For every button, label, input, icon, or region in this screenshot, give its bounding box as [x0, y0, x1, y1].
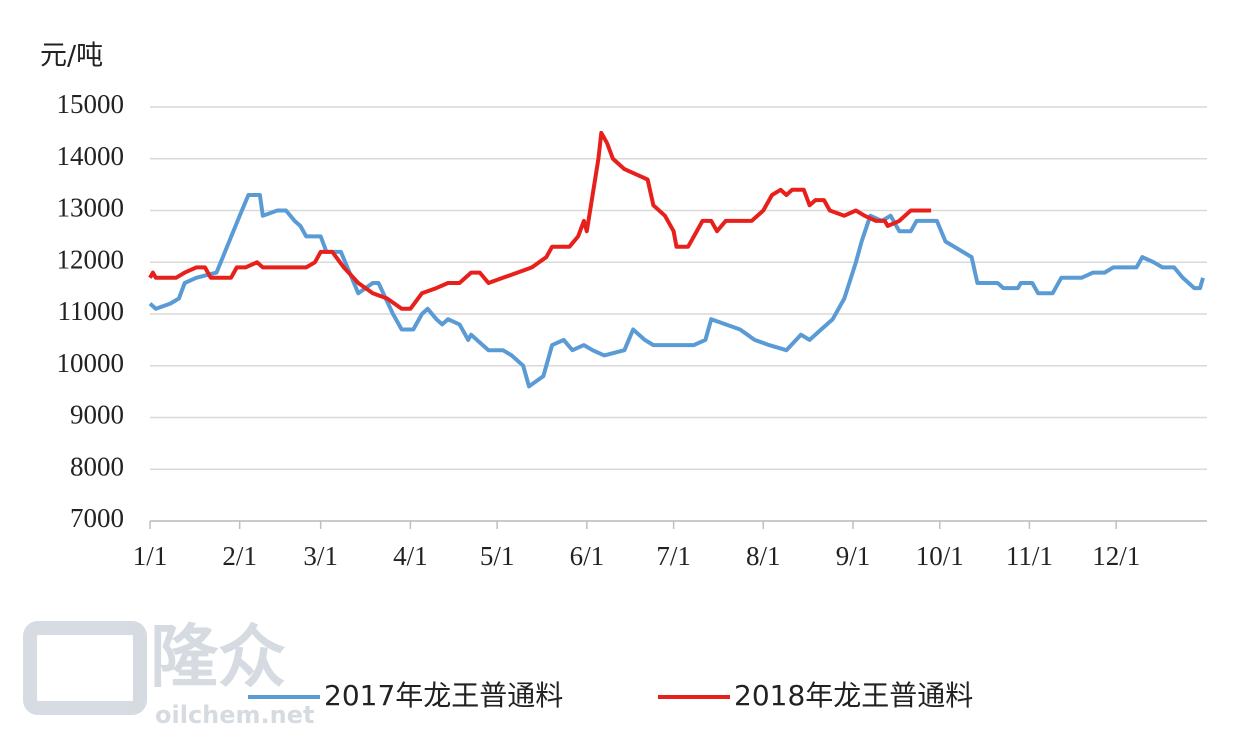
series-line — [148, 130, 932, 311]
y-tick-label: 12000 — [57, 244, 125, 274]
y-axis-label: 元/吨 — [40, 41, 103, 72]
x-tick-label: 2/1 — [222, 541, 257, 571]
legend-label: 2018年龙王普通料 — [734, 679, 973, 712]
legend-label: 2017年龙王普通料 — [324, 679, 563, 712]
watermark-brand: 隆众 — [150, 619, 286, 698]
x-tick-label: 1/1 — [133, 541, 168, 571]
y-tick-label: 15000 — [57, 89, 125, 119]
x-tick-label: 8/1 — [746, 541, 781, 571]
x-tick-label: 11/1 — [1006, 541, 1053, 571]
y-tick-label: 10000 — [57, 348, 125, 378]
x-tick-label: 7/1 — [656, 541, 691, 571]
x-tick-label: 3/1 — [303, 541, 338, 571]
x-tick-label: 4/1 — [393, 541, 428, 571]
x-tick-label: 10/1 — [916, 541, 964, 571]
watermark-site: oilchem.net — [155, 701, 315, 729]
y-tick-label: 14000 — [57, 141, 125, 171]
x-tick-label: 12/1 — [1092, 541, 1140, 571]
y-tick-label: 7000 — [70, 503, 124, 533]
x-tick-label: 9/1 — [836, 541, 871, 571]
series-line — [148, 193, 1205, 389]
y-tick-label: 9000 — [70, 400, 124, 430]
x-tick-label: 6/1 — [570, 541, 605, 571]
x-tick-label: 5/1 — [480, 541, 515, 571]
watermark-logo — [23, 621, 147, 715]
y-tick-label: 8000 — [70, 451, 124, 481]
y-tick-label: 13000 — [57, 193, 125, 223]
watermark: 隆众 oilchem.net — [23, 619, 315, 729]
y-tick-label: 11000 — [58, 296, 125, 326]
